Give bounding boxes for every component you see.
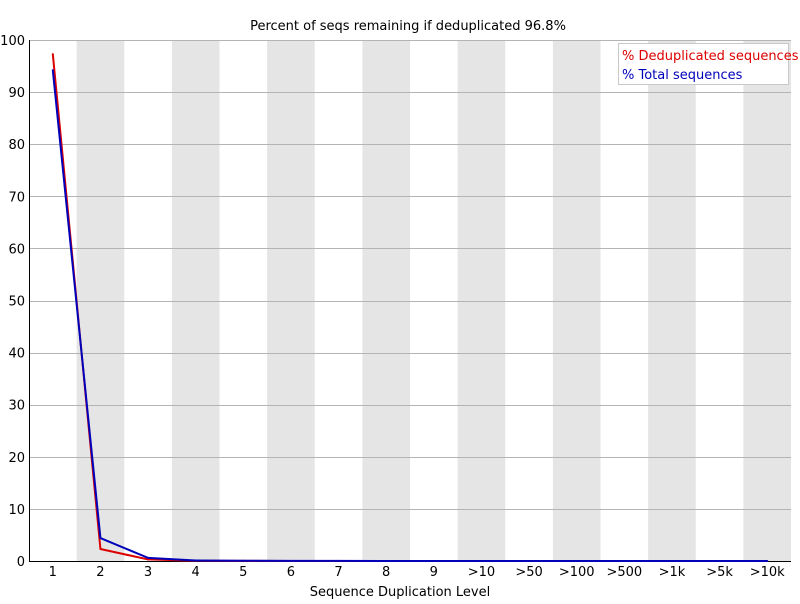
x-tick-label-1: 2: [96, 565, 104, 580]
y-tick-label-70: 70: [8, 190, 25, 205]
band-5: [267, 40, 315, 561]
y-tick-label-10: 10: [8, 503, 25, 518]
x-tick-label-5: 6: [287, 565, 295, 580]
chart-title: Percent of seqs remaining if deduplicate…: [250, 19, 566, 34]
x-tick-label-3: 4: [192, 565, 200, 580]
y-tick-label-0: 0: [17, 555, 25, 570]
band-7: [362, 40, 410, 561]
x-tick-label-7: 8: [382, 565, 390, 580]
x-axis-label: Sequence Duplication Level: [310, 585, 490, 600]
legend-entry-1: % Total sequences: [622, 68, 743, 83]
y-tick-label-60: 60: [8, 242, 25, 257]
y-axis-ticks: 0 10 20 30 40 50 60 70 80 90 100: [0, 34, 25, 570]
x-tick-label-14: >5k: [706, 565, 733, 580]
y-tick-label-20: 20: [8, 451, 25, 466]
x-tick-label-12: >500: [606, 565, 642, 580]
alternating-bands: [77, 40, 791, 561]
x-tick-label-10: >50: [515, 565, 542, 580]
x-tick-label-9: >10: [468, 565, 495, 580]
band-13: [648, 40, 696, 561]
y-tick-label-100: 100: [0, 34, 25, 49]
y-tick-label-80: 80: [8, 138, 25, 153]
x-tick-label-13: >1k: [659, 565, 686, 580]
x-axis-ticks: 1 2 3 4 5 6 7 8 9 >10 >50 >100 >500 >1k >5k >10k: [49, 565, 785, 580]
band-9: [458, 40, 506, 561]
x-tick-label-4: 5: [239, 565, 247, 580]
band-11: [553, 40, 601, 561]
y-tick-label-30: 30: [8, 399, 25, 414]
band-1: [77, 40, 125, 561]
x-tick-label-6: 7: [334, 565, 342, 580]
y-tick-label-40: 40: [8, 347, 25, 362]
x-tick-label-0: 1: [49, 565, 57, 580]
y-tick-label-50: 50: [8, 295, 25, 310]
band-15: [743, 40, 791, 561]
x-tick-label-11: >100: [559, 565, 595, 580]
legend-entry-0: % Deduplicated sequences: [622, 49, 799, 64]
x-tick-label-8: 9: [430, 565, 438, 580]
y-tick-label-90: 90: [8, 86, 25, 101]
x-tick-label-15: >10k: [750, 565, 785, 580]
legend: % Deduplicated sequences % Total sequence…: [619, 44, 799, 85]
band-3: [172, 40, 220, 561]
x-tick-label-2: 3: [144, 565, 152, 580]
